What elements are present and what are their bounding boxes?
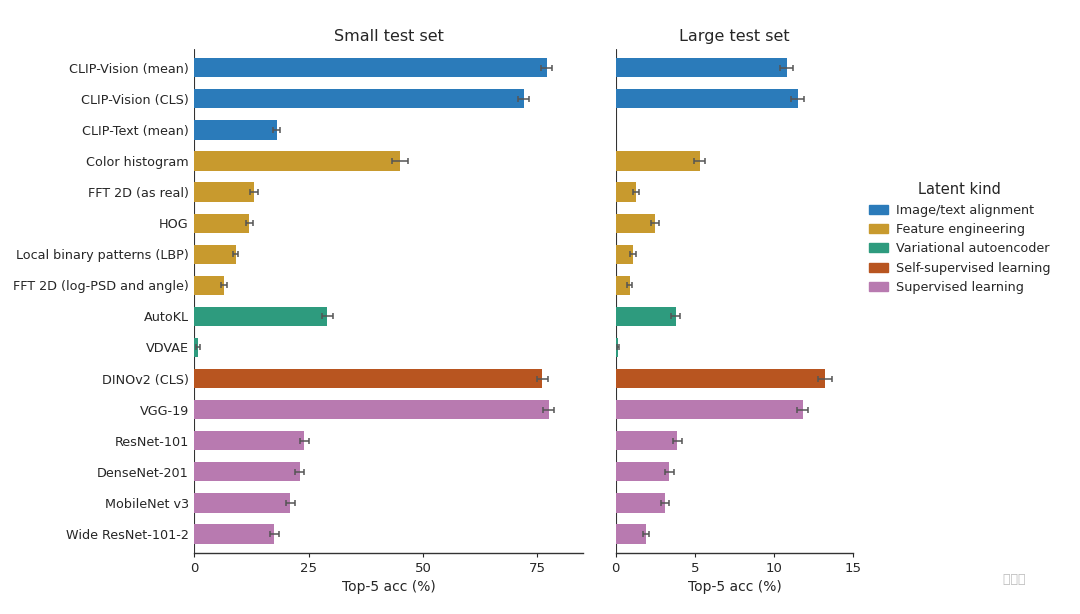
Bar [194,182,254,202]
Bar [194,152,401,171]
Bar [194,431,305,450]
Title: Small test set: Small test set [334,29,444,44]
Bar [616,462,670,481]
X-axis label: Top-5 acc (%): Top-5 acc (%) [342,580,435,594]
Bar [194,493,291,513]
Title: Large test set: Large test set [679,29,789,44]
Bar [616,244,633,264]
Bar [194,369,542,388]
Bar [194,89,524,109]
Bar [194,214,249,233]
Bar [194,58,546,77]
Bar [194,338,198,357]
Bar [194,462,299,481]
Bar [616,369,825,388]
Legend: Image/text alignment, Feature engineering, Variational autoencoder, Self-supervi: Image/text alignment, Feature engineerin… [865,178,1054,298]
Bar [616,524,646,543]
Bar [616,58,786,77]
Bar [616,338,618,357]
Bar [194,276,225,295]
Bar [194,244,235,264]
Bar [616,89,798,109]
Bar [616,493,664,513]
Bar [616,307,676,326]
Bar [194,524,274,543]
Bar [616,152,700,171]
X-axis label: Top-5 acc (%): Top-5 acc (%) [688,580,781,594]
Bar [616,182,636,202]
Text: 量子位: 量子位 [995,573,1025,586]
Bar [616,276,630,295]
Bar [194,400,549,419]
Bar [616,431,677,450]
Bar [616,400,802,419]
Bar [616,214,656,233]
Bar [194,307,327,326]
Bar [194,120,276,139]
